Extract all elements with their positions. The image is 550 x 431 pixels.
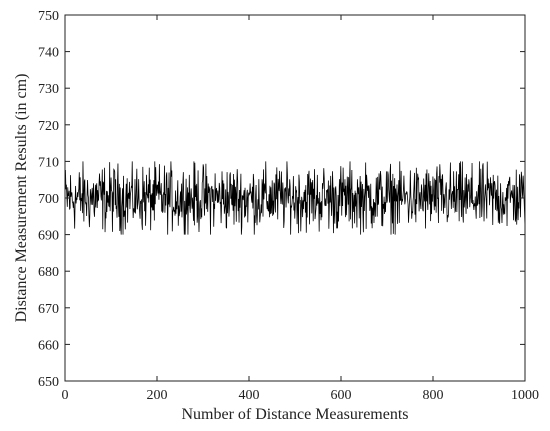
x-tick-label: 400 xyxy=(239,388,260,403)
y-tick-label: 720 xyxy=(38,119,59,134)
x-tick-label: 800 xyxy=(423,388,444,403)
y-tick-label: 730 xyxy=(38,82,59,97)
y-tick-label: 690 xyxy=(38,229,59,244)
y-tick-label: 740 xyxy=(38,46,59,61)
plot-background xyxy=(65,15,525,381)
y-tick-label: 700 xyxy=(38,192,59,207)
tick-layer: 0 200 400 600 800 1000 650 660 670 680 690 700 710 72… xyxy=(38,9,539,403)
y-tick-label: 670 xyxy=(38,302,59,317)
series-layer xyxy=(64,161,526,235)
x-tick-label: 0 xyxy=(62,388,69,403)
y-tick-label: 680 xyxy=(38,265,59,280)
x-axis-title: Number of Distance Measurements xyxy=(181,406,408,423)
series-line xyxy=(64,161,526,235)
x-tick-label: 1000 xyxy=(511,388,539,403)
x-tick-label: 600 xyxy=(331,388,352,403)
y-tick-label: 660 xyxy=(38,338,59,353)
y-tick-label: 710 xyxy=(38,155,59,170)
x-tick-label: 200 xyxy=(147,388,168,403)
y-axis-title: Distance Measurement Results (in cm) xyxy=(13,74,30,323)
y-tick-label: 750 xyxy=(38,9,59,24)
y-tick-label: 650 xyxy=(38,375,59,390)
